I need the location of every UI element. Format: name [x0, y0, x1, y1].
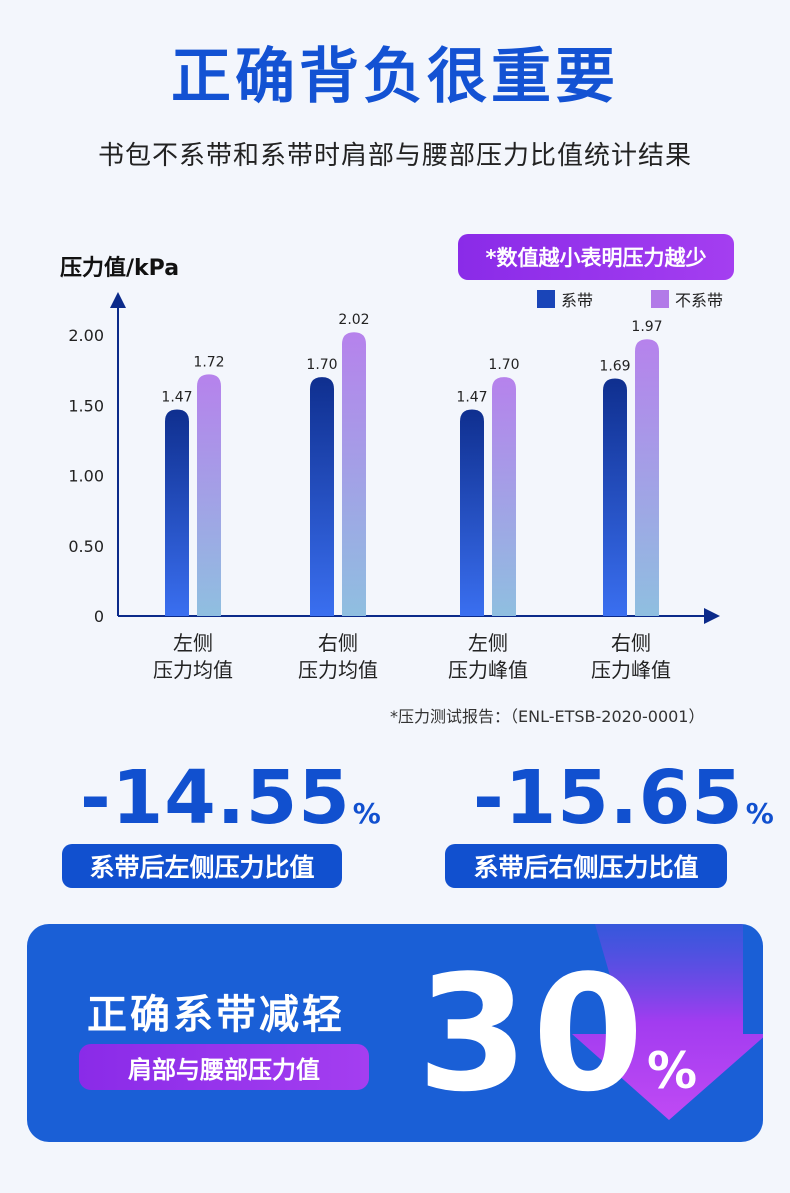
legend-item-tied: 系带 [537, 287, 593, 311]
summary-panel: 正确系带减轻 肩部与腰部压力值 30 % [27, 924, 763, 1142]
x-tick-label: 右侧 [318, 631, 358, 655]
x-tick-label: 右侧 [611, 631, 651, 655]
legend-label-tied: 系带 [561, 291, 594, 310]
stat-right-label: 系带后右侧压力比值 [445, 844, 727, 888]
x-tick-label: 压力峰值 [591, 658, 671, 682]
data-label-tied: 1.47 [456, 389, 487, 405]
summary-value: 30 [417, 940, 648, 1127]
bar-tied [165, 409, 189, 616]
page-title: 正确背负很重要 [171, 42, 619, 112]
legend-label-untied: 不系带 [675, 291, 724, 310]
stat-left-value: -14.55% [80, 755, 382, 841]
y-tick-label: 1.50 [68, 396, 104, 415]
summary-unit: % [647, 1042, 698, 1100]
y-axis-arrow-icon [110, 292, 126, 308]
summary-pill: 肩部与腰部压力值 [79, 1044, 369, 1090]
stat-right-value: -15.65% [473, 755, 775, 841]
bar-untied [197, 374, 221, 616]
bar-untied [635, 339, 659, 616]
legend-swatch-untied [651, 290, 669, 308]
y-tick-label: 0 [94, 607, 104, 626]
stat-right-unit: % [745, 797, 775, 830]
y-tick-label: 0.50 [68, 537, 104, 556]
data-label-tied: 1.47 [161, 389, 192, 405]
x-tick-label: 左侧 [468, 631, 508, 655]
summary-heading: 正确系带减轻 [87, 992, 345, 1038]
legend-swatch-tied [537, 290, 555, 308]
legend-item-untied: 不系带 [651, 287, 723, 311]
bar-tied [603, 378, 627, 616]
y-axis-label: 压力值/kPa [60, 256, 180, 281]
bar-tied [460, 409, 484, 616]
x-tick-label: 左侧 [173, 631, 213, 655]
bar-tied [310, 377, 334, 616]
x-tick-label: 压力均值 [153, 658, 233, 682]
data-label-tied: 1.69 [599, 359, 630, 375]
stat-left-number: -14.55 [80, 755, 351, 841]
stat-right-number: -15.65 [473, 755, 744, 841]
y-tick-label: 1.00 [68, 467, 104, 486]
y-tick-label: 2.00 [68, 326, 104, 345]
stat-left-unit: % [352, 797, 382, 830]
data-label-untied: 1.70 [488, 357, 519, 373]
note-badge: *数值越小表明压力越少 [458, 234, 734, 280]
data-label-tied: 1.70 [306, 357, 337, 373]
data-label-untied: 2.02 [338, 312, 369, 328]
x-tick-label: 压力均值 [298, 658, 378, 682]
bar-untied [492, 377, 516, 616]
data-label-untied: 1.72 [193, 354, 224, 370]
down-arrow-icon [572, 924, 763, 1120]
stat-left-label: 系带后左侧压力比值 [62, 844, 342, 888]
x-tick-label: 压力峰值 [448, 658, 528, 682]
page-subtitle: 书包不系带和系带时肩部与腰部压力比值统计结果 [97, 141, 692, 171]
footnote: *压力测试报告：（ENL-ETSB-2020-0001） [390, 707, 705, 726]
x-axis-arrow-icon [704, 608, 720, 624]
data-label-untied: 1.97 [631, 319, 662, 335]
bar-untied [342, 332, 366, 616]
